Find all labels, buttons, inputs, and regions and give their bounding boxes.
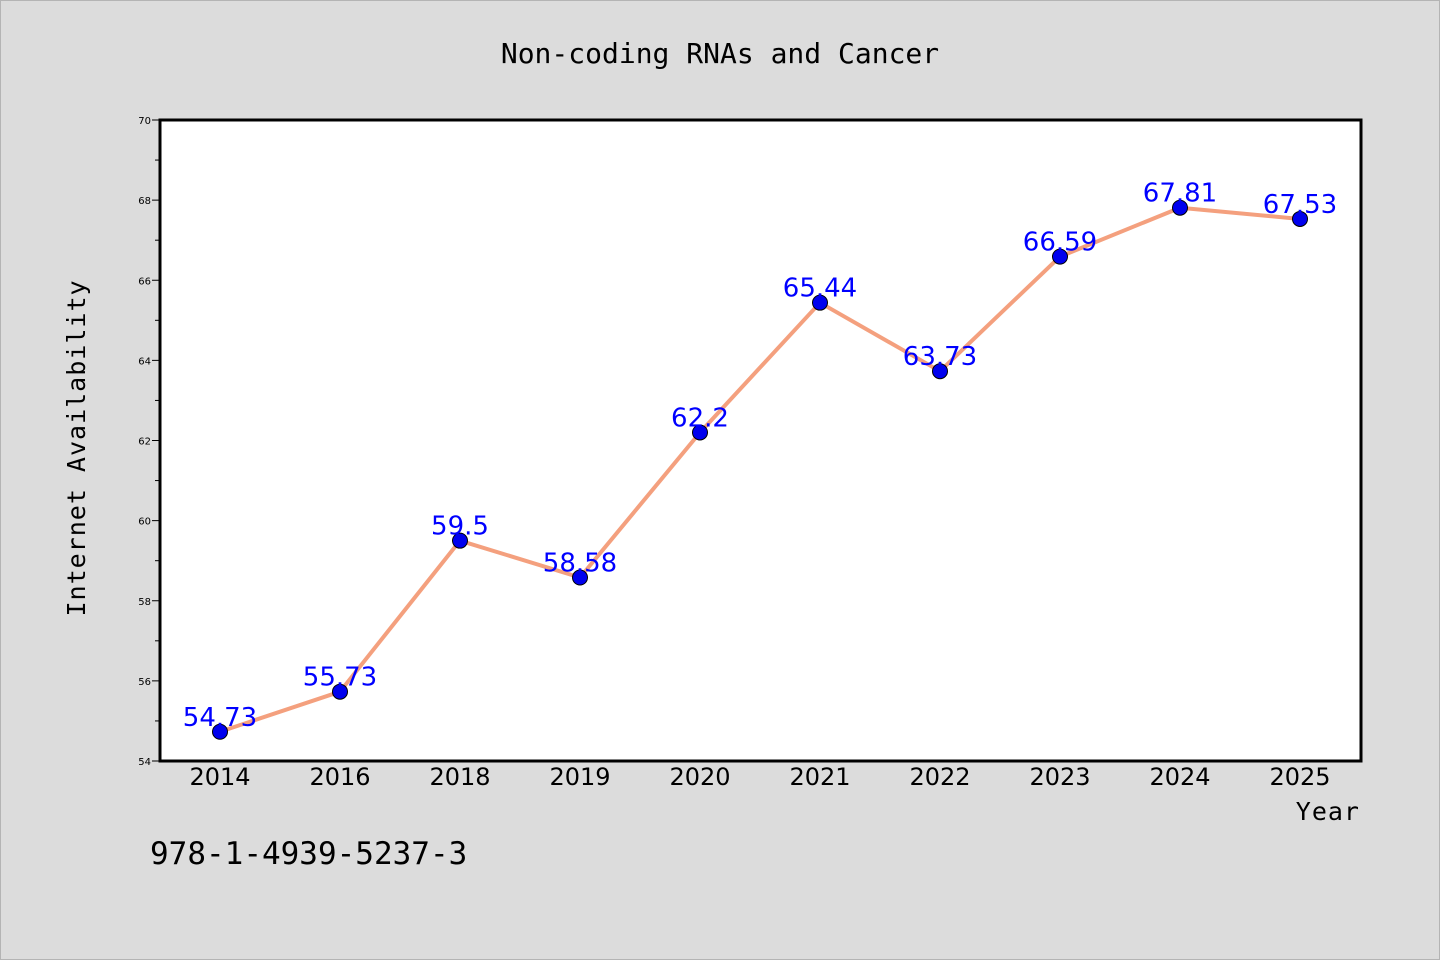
data-label: 67.81 bbox=[1143, 179, 1217, 209]
data-label: 59.5 bbox=[431, 512, 489, 542]
x-tick-label: 2019 bbox=[549, 763, 610, 791]
data-point bbox=[812, 294, 828, 311]
y-axis-label: Internet Availability bbox=[62, 279, 91, 616]
x-tick-label: 2018 bbox=[429, 763, 490, 791]
x-tick-label: 2025 bbox=[1269, 763, 1330, 791]
data-label: 62.2 bbox=[671, 403, 729, 433]
data-label: 66.59 bbox=[1023, 228, 1097, 258]
isbn-annotation: 978-1-4939-5237-3 bbox=[150, 836, 467, 872]
data-point bbox=[692, 424, 708, 441]
x-axis-label: Year bbox=[1296, 797, 1360, 826]
x-tick-label: 2024 bbox=[1149, 763, 1210, 791]
y-tick-label: 62 bbox=[138, 437, 151, 448]
data-point bbox=[332, 683, 348, 700]
plot-area bbox=[158, 118, 1363, 763]
data-label: 55.73 bbox=[303, 663, 377, 693]
x-tick-label: 2022 bbox=[909, 763, 970, 791]
data-point bbox=[572, 569, 588, 586]
series-polyline bbox=[219, 205, 1301, 734]
chart-title: Non-coding RNAs and Cancer bbox=[501, 37, 939, 70]
y-tick-label: 54 bbox=[138, 757, 151, 768]
y-tick-label: 60 bbox=[138, 517, 151, 528]
data-label: 58.58 bbox=[543, 549, 617, 579]
data-point bbox=[932, 363, 948, 380]
data-point bbox=[1172, 199, 1188, 216]
x-tick-label: 2020 bbox=[669, 763, 730, 791]
x-tick-label: 2014 bbox=[189, 763, 250, 791]
data-label: 54.73 bbox=[183, 703, 257, 733]
y-tick-label: 70 bbox=[138, 116, 151, 127]
y-tick-label: 64 bbox=[138, 356, 151, 367]
data-point bbox=[212, 723, 228, 740]
data-point bbox=[452, 532, 468, 549]
data-label: 65.44 bbox=[783, 274, 857, 304]
data-label: 63.73 bbox=[903, 342, 977, 372]
data-point bbox=[1052, 248, 1068, 265]
series-line bbox=[212, 199, 1308, 740]
data-label: 67.53 bbox=[1263, 190, 1337, 220]
x-tick-label: 2023 bbox=[1029, 763, 1090, 791]
y-tick-label: 58 bbox=[138, 597, 151, 608]
y-tick-label: 56 bbox=[138, 677, 151, 688]
x-axis: 2014 2016 2018 2019 2020 2021 2022 2023 2024 2025 bbox=[189, 763, 1330, 791]
y-tick-label: 68 bbox=[138, 196, 151, 207]
y-tick-label: 66 bbox=[138, 276, 151, 287]
data-labels: 54.73 55.73 59.5 58.58 62.2 65.44 63.73 66.59 67… bbox=[183, 179, 1337, 733]
x-tick-label: 2016 bbox=[309, 763, 370, 791]
data-point bbox=[1292, 210, 1308, 227]
y-axis: 54 56 58 60 62 64 66 68 70 bbox=[138, 116, 160, 768]
x-tick-label: 2021 bbox=[789, 763, 850, 791]
